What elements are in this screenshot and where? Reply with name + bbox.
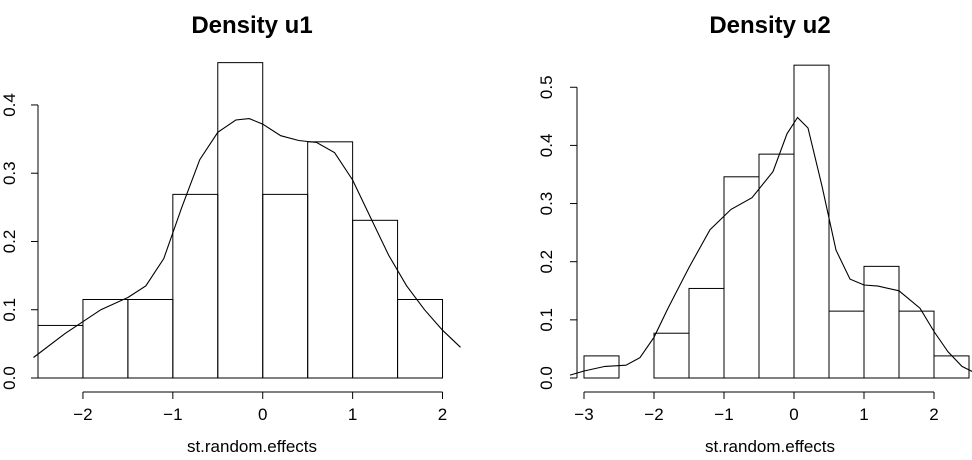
- histogram-bar-0: [583, 355, 620, 379]
- histogram-bars: [583, 64, 970, 379]
- histogram-bar-2: [653, 332, 690, 379]
- histogram-bar-4: [217, 62, 264, 379]
- histogram-bar-1: [82, 299, 129, 379]
- y-tick-label: 0.3: [0, 161, 19, 185]
- histogram-bar-3: [688, 287, 725, 379]
- chart-title: Density u2: [709, 12, 830, 39]
- y-tick-label: 0.4: [537, 134, 556, 158]
- x-tick-label: −1: [714, 405, 733, 424]
- y-tick-label: 0.1: [537, 308, 556, 332]
- histogram-bars: [37, 62, 444, 379]
- panel-density-u1: Density u1 st.random.effects −2 −1 0 1 2 0.0…: [0, 12, 461, 456]
- x-tick-label: 2: [438, 405, 447, 424]
- histogram-bar-6: [307, 141, 354, 379]
- histogram-bar-2: [127, 299, 174, 379]
- x-axis: −2 −1 0 1 2: [73, 391, 447, 424]
- histogram-bar-7: [352, 219, 399, 379]
- x-tick-label: 2: [929, 405, 938, 424]
- histogram-bar-5: [758, 153, 795, 379]
- histogram-bar-5: [262, 193, 309, 379]
- x-axis-label: st.random.effects: [705, 437, 835, 456]
- y-axis: 0.0 0.1 0.2 0.3 0.4 0.5: [537, 75, 578, 390]
- histogram-bar-4: [723, 176, 760, 379]
- density-curve: [33, 118, 461, 358]
- x-tick-label: −2: [644, 405, 663, 424]
- y-tick-label: 0.2: [0, 230, 19, 254]
- y-tick-label: 0.0: [0, 366, 19, 390]
- histogram-bar-6: [793, 64, 830, 379]
- density-line: [33, 118, 461, 358]
- y-tick-label: 0.1: [0, 298, 19, 322]
- panel-density-u2: Density u2 st.random.effects −3 −2 −1 0 1 2 0…: [537, 12, 972, 456]
- x-tick-label: −2: [73, 405, 92, 424]
- histogram-bar-8: [397, 299, 444, 379]
- y-tick-label: 0.4: [0, 93, 19, 117]
- x-axis-label: st.random.effects: [187, 437, 317, 456]
- x-tick-label: 0: [789, 405, 798, 424]
- y-tick-label: 0.0: [537, 366, 556, 390]
- y-axis: 0.0 0.1 0.2 0.3 0.4: [0, 93, 39, 390]
- x-tick-label: 0: [258, 405, 267, 424]
- x-tick-label: 1: [859, 405, 868, 424]
- y-tick-label: 0.2: [537, 250, 556, 274]
- histogram-bar-8: [863, 265, 900, 379]
- histogram-bar-3: [172, 193, 219, 379]
- y-tick-label: 0.5: [537, 75, 556, 99]
- histogram-bar-7: [828, 310, 865, 379]
- x-tick-label: 1: [348, 405, 357, 424]
- density-curve: [569, 116, 972, 376]
- histogram-bar-0: [37, 324, 84, 379]
- x-axis: −3 −2 −1 0 1 2: [574, 391, 939, 424]
- y-tick-label: 0.3: [537, 192, 556, 216]
- histogram-bar-9: [898, 310, 935, 379]
- x-tick-label: −1: [163, 405, 182, 424]
- density-line: [569, 116, 972, 376]
- x-tick-label: −3: [574, 405, 593, 424]
- chart-title: Density u1: [191, 12, 312, 39]
